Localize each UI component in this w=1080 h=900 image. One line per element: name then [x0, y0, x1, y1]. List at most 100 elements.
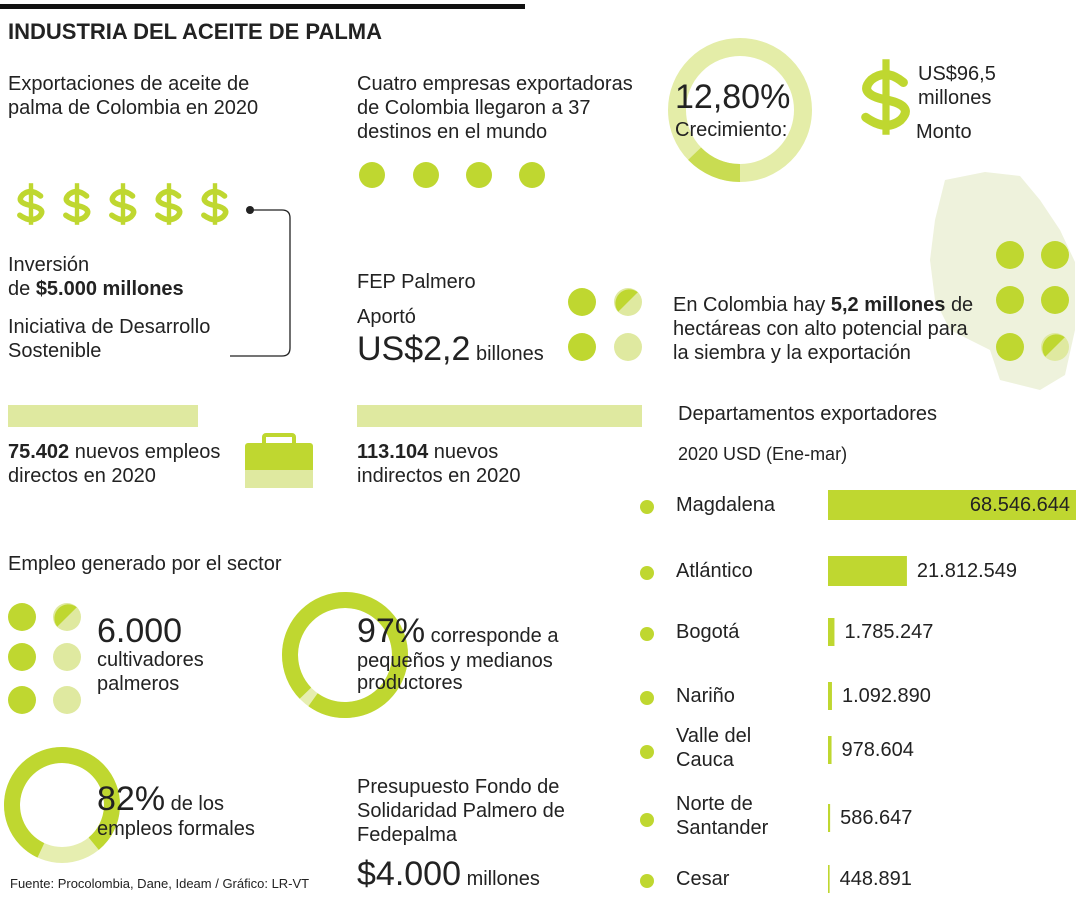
- department-name: Magdalena: [676, 494, 775, 516]
- budget-value: $4.000: [357, 855, 461, 893]
- top-rule: [0, 4, 525, 9]
- growers-text: cultivadores palmeros: [97, 649, 204, 695]
- jobs-text: nuevos indirectos en 2020: [357, 441, 521, 487]
- amount-value: US$96,5 millones: [918, 63, 996, 109]
- dot: [8, 603, 36, 631]
- title: INDUSTRIA DEL ACEITE DE PALMA: [8, 19, 383, 44]
- dot: [568, 333, 596, 361]
- department-bar: [828, 556, 907, 586]
- department-bar: [828, 736, 832, 764]
- department-value: 1.092.890: [841, 685, 931, 707]
- hectares-value: 5,2 millones: [830, 294, 946, 316]
- dot: [466, 162, 492, 188]
- investment-line: de $5.000 millones: [8, 277, 184, 301]
- small-text: 97% corresponde a pequeños y medianos pr…: [357, 612, 587, 694]
- source: Fuente: Procolombia, Dane, Ideam / Gráfi…: [10, 876, 310, 891]
- department-bar: [828, 618, 835, 646]
- formal-percent: 82%: [97, 780, 166, 818]
- investment-value: $5.000 millones: [35, 278, 184, 300]
- investment-label: Inversión: [8, 254, 90, 276]
- dot: [996, 241, 1024, 269]
- small-desc: corresponde a pequeños y medianos produc…: [357, 625, 559, 694]
- department-value: 1.785.247: [844, 621, 934, 643]
- department-value: 21.812.549: [916, 560, 1018, 582]
- hectares-text: En Colombia hay 5,2 millones de hectárea…: [673, 293, 983, 365]
- department-value: 448.891: [839, 868, 912, 890]
- dot: [640, 691, 654, 705]
- department-value: 586.647: [840, 807, 913, 829]
- jobs-value: 75.402: [8, 441, 70, 463]
- department-name: Norte de Santander: [676, 793, 769, 839]
- department-name: Valle del Cauca: [676, 725, 752, 771]
- connector-dot: [246, 206, 254, 214]
- formal-desc: de los empleos formales: [97, 793, 255, 840]
- dot: [8, 686, 36, 714]
- budget-unit: millones: [466, 868, 540, 890]
- department-bar: [828, 804, 831, 832]
- connector: [230, 209, 291, 357]
- briefcase: [245, 433, 313, 488]
- dot: [640, 874, 654, 888]
- amount-label: Monto: [916, 121, 972, 143]
- jobs-bar: [8, 405, 198, 427]
- companies-text: Cuatro empresas exportadoras de Colombia…: [357, 73, 633, 143]
- department-bar: [828, 865, 830, 893]
- fep-value: US$2,2: [357, 330, 471, 368]
- growth-label: Crecimiento:: [675, 119, 788, 141]
- half-dot: [615, 289, 638, 312]
- dot: [8, 643, 36, 671]
- department-name: Nariño: [676, 685, 735, 707]
- dot: [996, 286, 1024, 314]
- fep-title: FEP Palmero: [357, 271, 476, 293]
- briefcase-handle: [262, 433, 296, 447]
- department-value: 978.604: [841, 739, 914, 761]
- dot: [359, 162, 385, 188]
- hectares-prefix: En Colombia hay: [673, 294, 826, 316]
- dot: [640, 745, 654, 759]
- employment-title: Empleo generado por el sector: [8, 553, 282, 575]
- ring-arc: [4, 746, 120, 863]
- dot: [1041, 286, 1069, 314]
- dot: [640, 566, 654, 580]
- department-bar: [828, 682, 832, 710]
- formal-text: 82% de los empleos formales: [97, 780, 287, 840]
- budget-text: Presupuesto Fondo de Solidaridad Palmero…: [357, 776, 565, 846]
- dot: [53, 686, 81, 714]
- department-name: Cesar: [676, 868, 730, 890]
- dot: [53, 643, 81, 671]
- hectares-desc: de hectáreas con alto potencial para la …: [673, 294, 974, 364]
- jobs-text: nuevos empleos directos en 2020: [8, 441, 221, 487]
- investment-prefix: de: [8, 278, 31, 300]
- fep-line: US$2,2 billones: [357, 330, 544, 368]
- exports-text: Exportaciones de aceite de palma de Colo…: [8, 73, 259, 119]
- briefcase-bottom: [245, 470, 313, 488]
- department-value: 68.546.644: [969, 494, 1070, 516]
- dot: [413, 162, 439, 188]
- half-dot: [1042, 334, 1065, 357]
- department-name: Bogotá: [676, 621, 740, 643]
- ring-arc: [668, 38, 812, 182]
- department-name: Atlántico: [676, 560, 753, 582]
- investment-initiative: Iniciativa de Desarrollo Sostenible: [8, 316, 211, 362]
- department-bar: [828, 490, 1076, 520]
- dot: [640, 627, 654, 641]
- half-dot: [54, 604, 77, 627]
- jobs-bar: [357, 405, 642, 427]
- dot: [614, 333, 642, 361]
- fep-label: Aportó: [357, 306, 416, 328]
- growth-value: 12,80%: [675, 78, 791, 116]
- dot: [996, 333, 1024, 361]
- small-percent: 97%: [357, 612, 426, 650]
- dot: [1041, 241, 1069, 269]
- dot: [640, 500, 654, 514]
- jobs-value: 113.104: [357, 441, 429, 463]
- jobs-indirect: 113.104 nuevos indirectos en 2020: [357, 440, 557, 488]
- dot: [568, 288, 596, 316]
- dot: [519, 162, 545, 188]
- ring-arc: [282, 592, 408, 718]
- budget-line: $4.000 millones: [357, 855, 540, 893]
- growers-value: 6.000: [97, 612, 183, 650]
